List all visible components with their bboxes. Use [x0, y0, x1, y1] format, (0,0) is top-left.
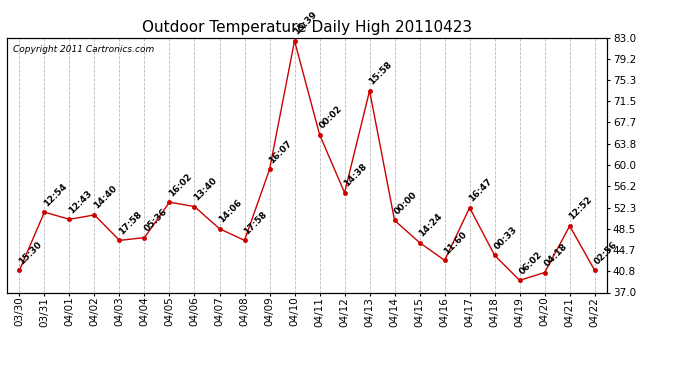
Text: 02:56: 02:56: [593, 240, 619, 266]
Text: 14:24: 14:24: [417, 211, 444, 238]
Text: 15:30: 15:30: [17, 240, 43, 266]
Text: 12:52: 12:52: [567, 195, 594, 222]
Text: 00:33: 00:33: [493, 225, 519, 251]
Text: 00:02: 00:02: [317, 104, 344, 130]
Title: Outdoor Temperature Daily High 20110423: Outdoor Temperature Daily High 20110423: [142, 20, 472, 35]
Text: 12:54: 12:54: [42, 181, 69, 208]
Text: 16:47: 16:47: [467, 177, 494, 204]
Text: 16:02: 16:02: [167, 171, 194, 198]
Text: 17:58: 17:58: [117, 210, 144, 236]
Text: 14:40: 14:40: [92, 184, 119, 211]
Text: 16:07: 16:07: [267, 139, 294, 165]
Text: 04:18: 04:18: [542, 242, 569, 268]
Text: 14:06: 14:06: [217, 198, 244, 225]
Text: 06:02: 06:02: [518, 250, 544, 276]
Text: 12:43: 12:43: [67, 189, 94, 215]
Text: 15:58: 15:58: [367, 60, 394, 87]
Text: 11:60: 11:60: [442, 230, 469, 256]
Text: 14:38: 14:38: [342, 162, 369, 189]
Text: 13:40: 13:40: [193, 176, 219, 203]
Text: 15:39: 15:39: [293, 10, 319, 37]
Text: 17:58: 17:58: [242, 210, 269, 236]
Text: 05:36: 05:36: [142, 207, 169, 234]
Text: Copyright 2011 Cartronics.com: Copyright 2011 Cartronics.com: [13, 45, 154, 54]
Text: 00:00: 00:00: [393, 190, 419, 216]
